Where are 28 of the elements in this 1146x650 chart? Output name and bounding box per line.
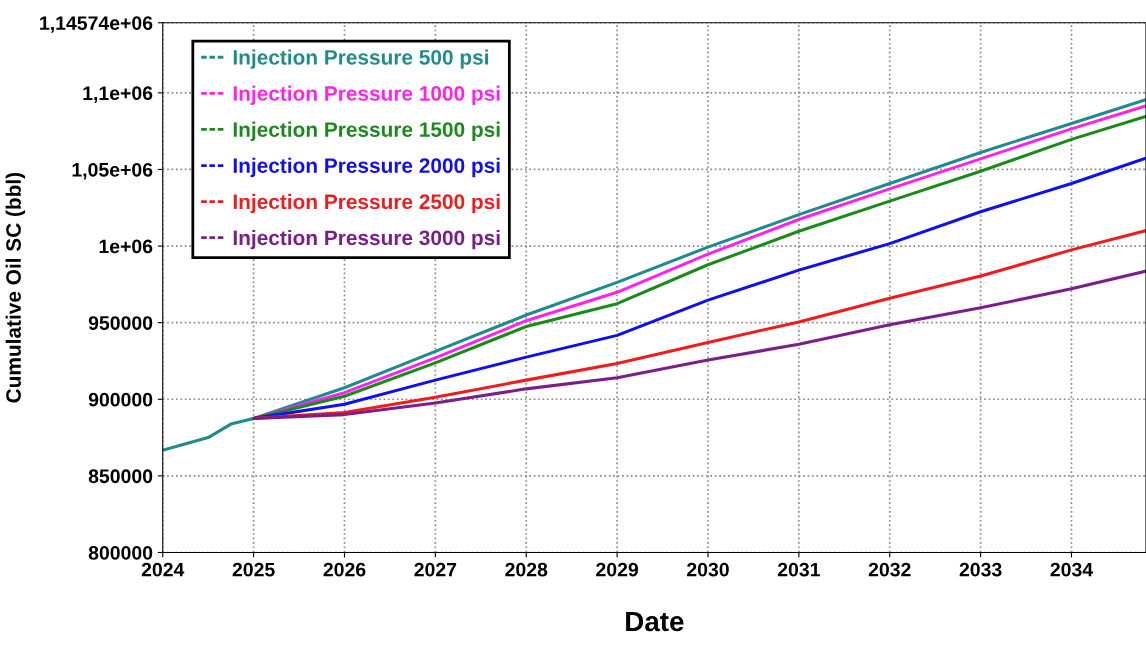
x-tick-label: 2029 — [596, 562, 639, 577]
y-tick-label: 800000 — [88, 545, 153, 560]
legend-label: Injection Pressure 500 psi — [233, 49, 488, 69]
x-tick-label: 2034 — [1050, 562, 1094, 577]
legend-label: Injection Pressure 3000 psi — [233, 229, 500, 250]
x-tick-label: 2032 — [868, 562, 911, 577]
x-tick-label: 2025 — [232, 562, 275, 577]
y-tick-label: 1,1e+06 — [83, 86, 153, 103]
y-tick-label: 950000 — [88, 316, 153, 330]
legend-label: Injection Pressure 2500 psi — [233, 193, 500, 214]
x-tick-label: 2028 — [505, 562, 548, 577]
x-tick-label: 2027 — [414, 562, 457, 577]
x-tick-label: 2031 — [777, 562, 820, 577]
y-tick-label: 900000 — [88, 392, 153, 407]
x-tick-label: 2030 — [687, 562, 729, 577]
y-axis-title: Cumulative Oil SC (bbl) — [5, 172, 26, 403]
legend-label: Injection Pressure 1000 psi — [233, 85, 500, 105]
y-tick-label: 1,05e+06 — [72, 162, 153, 180]
legend-label: Injection Pressure 2000 psi — [233, 157, 500, 178]
y-tick-label: 850000 — [88, 469, 153, 484]
x-tick-label: 2026 — [323, 562, 366, 577]
line-series — [252, 269, 1146, 420]
y-tick-label: 1e+06 — [99, 239, 153, 254]
x-tick-label: 2024 — [141, 562, 185, 577]
x-tick-label: 2033 — [959, 562, 1002, 577]
y-tick-label: 1,14574e+06 — [40, 16, 153, 33]
x-axis-title: Date — [626, 611, 684, 632]
legend-label: Injection Pressure 1500 psi — [233, 121, 500, 142]
